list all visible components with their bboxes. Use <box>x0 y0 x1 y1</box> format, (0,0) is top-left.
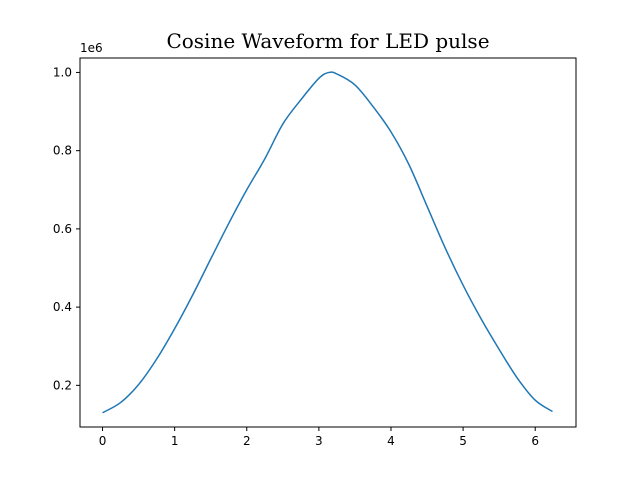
x-tick-label: 3 <box>315 434 323 448</box>
y-offset-label: 1e6 <box>80 41 103 55</box>
x-tick-label: 1 <box>171 434 179 448</box>
x-tick-label: 6 <box>531 434 539 448</box>
y-tick-label: 0.8 <box>53 144 72 158</box>
x-axis: 0 1 2 3 4 5 6 <box>99 427 539 448</box>
y-tick-label: 0.4 <box>53 300 72 314</box>
x-tick-label: 0 <box>99 434 107 448</box>
chart-title: Cosine Waveform for LED pulse <box>166 29 489 53</box>
x-tick-label: 5 <box>459 434 467 448</box>
series-line <box>102 71 553 414</box>
y-tick-label: 1.0 <box>53 65 72 79</box>
axes-frame <box>79 57 577 428</box>
x-tick-label: 4 <box>387 434 395 448</box>
x-tick-label: 2 <box>243 434 251 448</box>
y-tick-label: 0.2 <box>53 378 72 392</box>
y-axis: 0.2 0.4 0.6 0.8 1.0 <box>53 65 80 392</box>
y-tick-label: 0.6 <box>53 222 72 236</box>
plot-area <box>102 71 553 414</box>
